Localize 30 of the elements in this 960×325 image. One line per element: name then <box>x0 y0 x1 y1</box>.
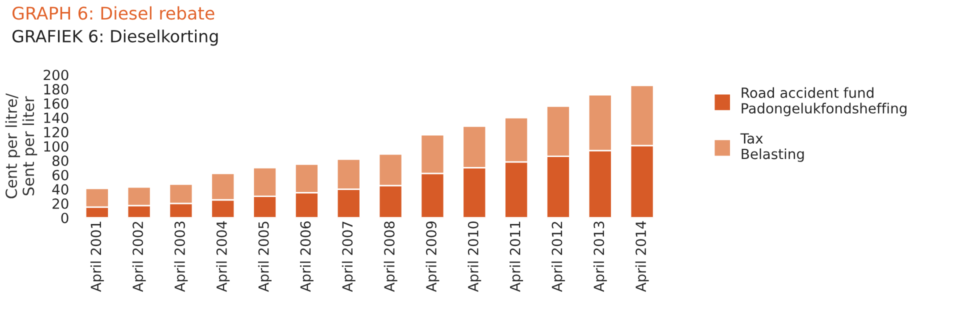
x-tick-label: April 2006 <box>300 221 314 292</box>
x-tick-label: April 2003 <box>174 222 188 292</box>
x-tick-label: April 2012 <box>552 222 565 292</box>
chart-subtitle: GRAFIEK 6: Dieselkorting <box>12 30 218 46</box>
chart-title: GRAPH 6: Diesel rebate <box>12 6 214 20</box>
y-tick-label: 160 <box>44 98 68 109</box>
x-tick-label: April 2011 <box>510 222 524 292</box>
x-tick-label: April 2009 <box>426 222 440 292</box>
y-tick-label: 200 <box>44 70 68 80</box>
legend-label: Road accident fund Padongelukfondsheffing <box>742 87 906 116</box>
y-tick-label: 60 <box>52 170 68 180</box>
y-tick-label: 100 <box>44 141 68 152</box>
y-tick-label: 20 <box>52 198 68 209</box>
legend-label: Tax Belasting <box>740 133 804 162</box>
x-tick-label: April 2002 <box>132 222 146 292</box>
x-tick-label: April 2004 <box>216 221 230 292</box>
x-tick-label: April 2013 <box>593 222 607 292</box>
y-axis-title: Cent per litre/ Sent per liter <box>5 93 38 198</box>
x-tick-label: April 2008 <box>384 221 398 292</box>
x-tick-label: April 2005 <box>258 222 272 292</box>
y-tick-label: 120 <box>44 126 68 138</box>
x-tick-label: April 2007 <box>342 222 356 292</box>
x-tick-label: April 2001 <box>90 222 104 292</box>
y-tick-label: 80 <box>52 156 68 166</box>
y-tick-label: 140 <box>44 112 68 124</box>
y-tick-label: 180 <box>44 84 68 95</box>
x-tick-label: April 2010 <box>468 221 482 292</box>
y-tick-label: 40 <box>52 184 68 195</box>
y-tick-label: 0 <box>61 212 68 224</box>
x-tick-label: April 2014 <box>635 221 649 292</box>
